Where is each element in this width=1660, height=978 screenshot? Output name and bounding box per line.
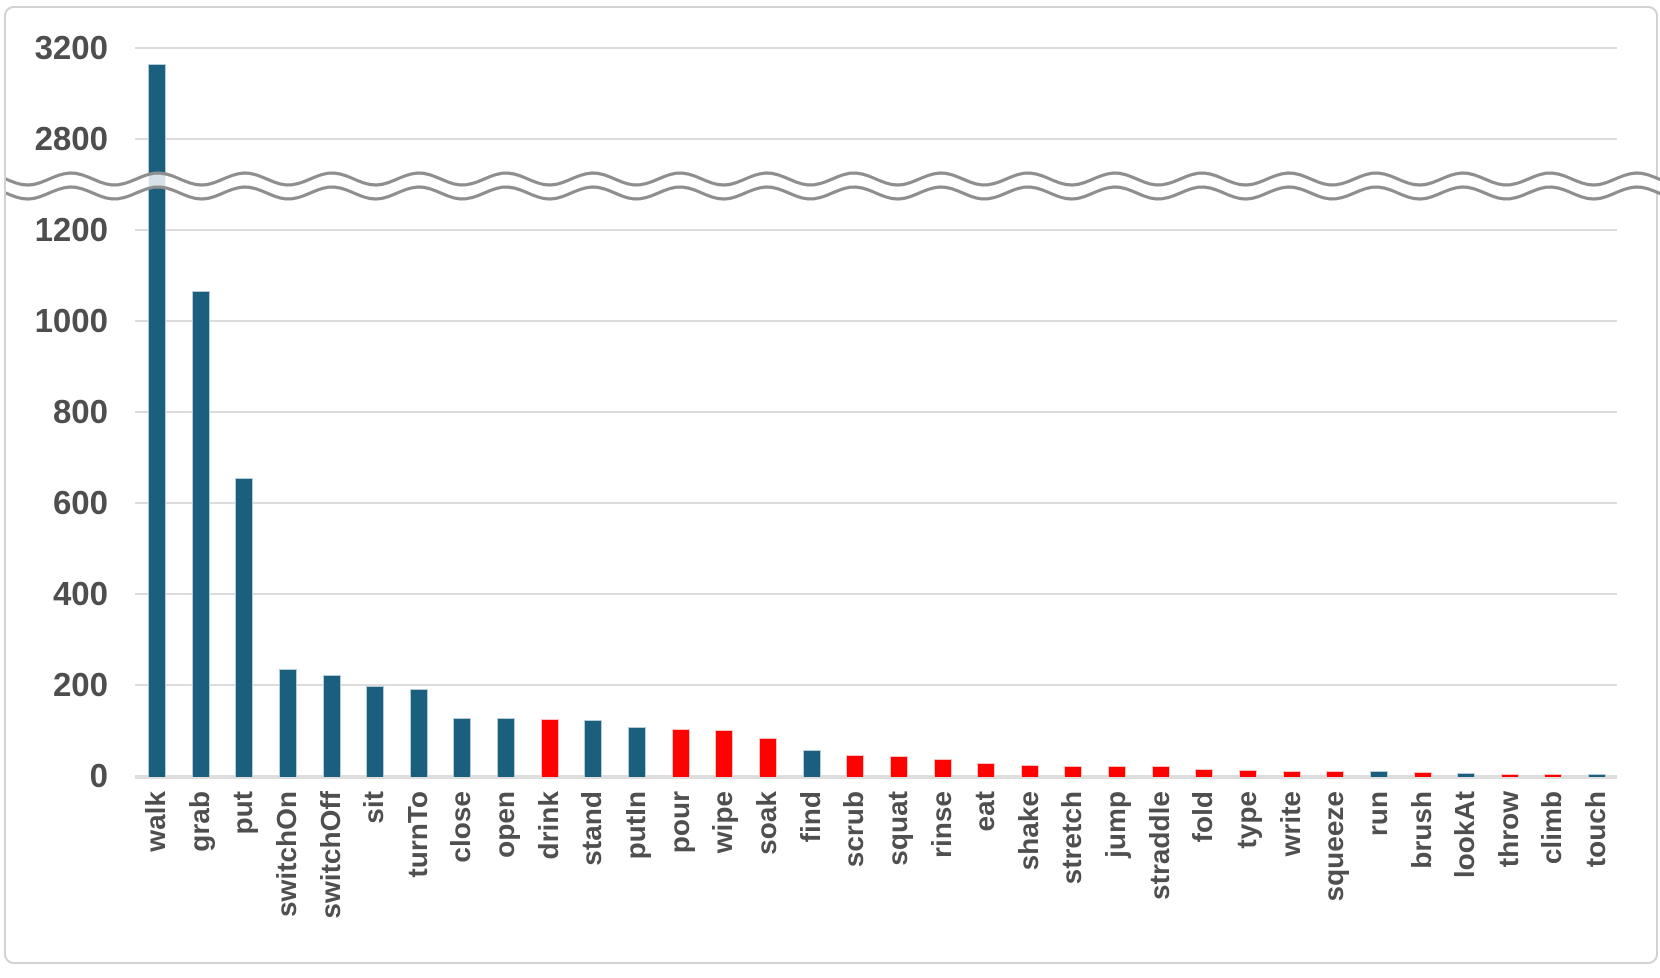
x-tick-label-wipe: wipe — [707, 791, 739, 854]
bar-lookAt — [1457, 773, 1476, 777]
x-tick-label-throw: throw — [1492, 791, 1524, 868]
bar-write — [1282, 770, 1301, 777]
bar-walk — [148, 63, 166, 777]
y-tick-label: 3200 — [34, 29, 108, 66]
bar-grab — [191, 291, 210, 777]
x-tick-label-jump: jump — [1100, 791, 1132, 858]
x-tick-label-rinse: rinse — [925, 791, 957, 858]
x-tick-label-putIn: putIn — [620, 791, 652, 860]
bar-straddle — [1151, 765, 1170, 777]
x-tick-label-find: find — [794, 791, 826, 843]
bar-touch — [1588, 774, 1607, 777]
gridline — [135, 47, 1617, 49]
bar-throw — [1500, 773, 1519, 777]
axis-break-wave-line — [6, 185, 1660, 201]
x-tick-label-fold: fold — [1187, 791, 1219, 843]
x-tick-label-climb: climb — [1536, 791, 1568, 865]
bar-squeeze — [1326, 770, 1345, 777]
x-tick-label-drink: drink — [532, 791, 564, 860]
x-tick-label-switchOn: switchOn — [270, 791, 302, 918]
gridline — [135, 684, 1617, 686]
bar-run — [1369, 771, 1388, 777]
x-tick-label-shake: shake — [1012, 791, 1044, 871]
axis-break-wave-line — [6, 173, 1660, 199]
bar-close — [453, 717, 472, 777]
x-tick-label-write: write — [1274, 791, 1306, 857]
y-tick-label: 400 — [52, 575, 108, 612]
y-tick-label: 600 — [52, 484, 108, 521]
x-tick-label-scrub: scrub — [838, 791, 870, 868]
gridline — [135, 411, 1617, 413]
chart-frame: 0 200 400 600 800 1000 1200 2800 3200 walk grab put… — [4, 6, 1660, 964]
x-tick-label-eat: eat — [969, 791, 1001, 832]
bar-scrub — [846, 755, 865, 777]
y-tick-label: 800 — [52, 393, 108, 430]
x-tick-label-switchOff: switchOff — [314, 791, 346, 919]
y-tick-label: 1200 — [34, 211, 108, 248]
x-tick-label-put: put — [227, 791, 259, 835]
x-tick-label-walk: walk — [140, 791, 171, 852]
x-tick-label-touch: touch — [1580, 791, 1612, 868]
bar-pour — [671, 728, 690, 777]
x-tick-label-type: type — [1231, 791, 1262, 849]
bar-sit — [366, 686, 385, 777]
gridline — [135, 593, 1617, 595]
x-tick-label-stretch: stretch — [1056, 791, 1088, 885]
bar-turnTo — [409, 689, 428, 777]
bar-putIn — [628, 726, 647, 777]
x-tick-label-soak: soak — [750, 791, 782, 855]
bar-fold — [1195, 769, 1214, 777]
x-tick-label-straddle: straddle — [1143, 791, 1175, 900]
bar-switchOff — [322, 674, 341, 777]
gridline — [135, 229, 1617, 231]
x-tick-label-close: close — [445, 791, 477, 863]
x-tick-label-open: open — [489, 791, 521, 858]
bar-soak — [758, 737, 777, 777]
bar-type — [1239, 770, 1257, 777]
gridline — [135, 502, 1617, 504]
x-tick-label-turnTo: turnTo — [401, 791, 433, 878]
bar-find — [802, 750, 821, 777]
bar-switchOn — [278, 669, 297, 777]
bar-jump — [1108, 765, 1127, 777]
x-tick-label-stand: stand — [576, 791, 608, 866]
bar-brush — [1413, 772, 1432, 777]
x-tick-label-squat: squat — [881, 791, 913, 866]
bar-drink — [540, 718, 559, 777]
bar-wipe — [715, 730, 734, 777]
x-tick-label-squeeze: squeeze — [1318, 791, 1350, 902]
y-tick-label: 200 — [52, 666, 108, 703]
x-tick-label-lookAt: lookAt — [1449, 791, 1481, 879]
bar-stretch — [1064, 765, 1083, 777]
x-tick-label-pour: pour — [663, 791, 695, 854]
bar-squat — [889, 756, 908, 777]
bar-open — [497, 718, 516, 777]
bar-eat — [977, 762, 996, 777]
bar-put — [235, 477, 254, 777]
x-tick-label-grab: grab — [183, 791, 215, 852]
axis-break-wave-line — [6, 171, 1660, 187]
bar-rinse — [933, 759, 952, 777]
x-tick-label-brush: brush — [1405, 791, 1437, 869]
x-tick-label-run: run — [1361, 791, 1393, 837]
bar-climb — [1544, 774, 1563, 777]
x-tick-label-sit: sit — [358, 791, 390, 824]
y-tick-label: 2800 — [34, 120, 108, 157]
bar-shake — [1020, 765, 1039, 777]
bar-stand — [584, 719, 603, 777]
gridline — [135, 138, 1617, 140]
y-tick-label: 0 — [89, 757, 108, 794]
gridline — [135, 320, 1617, 322]
gridline — [135, 775, 1617, 779]
y-tick-label: 1000 — [34, 302, 108, 339]
